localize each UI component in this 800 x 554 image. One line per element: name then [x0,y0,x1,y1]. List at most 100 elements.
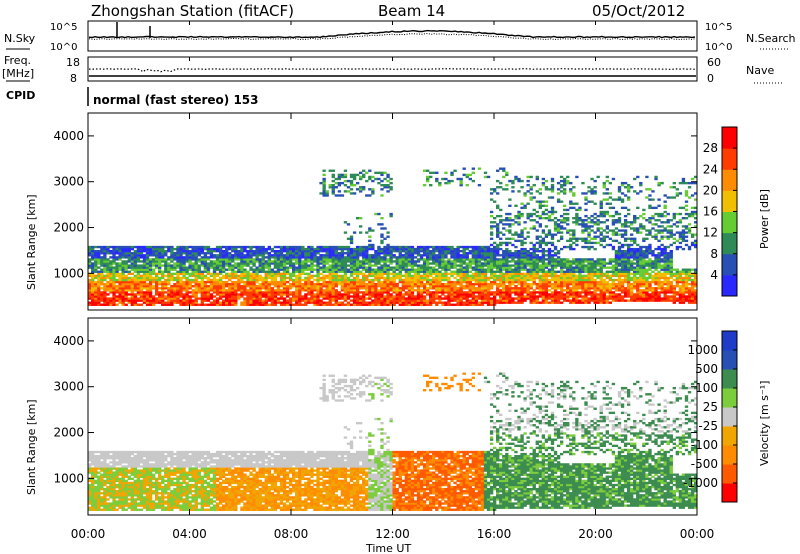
power-cell [88,285,92,288]
power-cell [279,245,284,249]
power-cell [429,258,433,261]
power-cell [538,301,542,304]
power-cell [529,214,533,218]
power-cell [118,272,122,276]
power-cell [270,247,275,251]
power-cell [477,280,482,284]
power-cell [337,247,342,251]
power-cell [578,293,582,296]
power-cell [563,177,567,181]
power-cell [511,276,515,280]
power-cell [438,260,442,263]
power-cell [456,258,460,261]
power-cell [276,274,281,278]
power-cell [243,291,247,294]
power-cell [106,247,110,251]
power-cell [288,262,293,265]
power-cell [185,287,189,290]
power-cell [456,272,460,276]
power-cell [100,278,104,282]
power-cell [145,301,150,304]
power-cell [587,299,591,302]
power-cell [142,282,147,286]
power-cell [477,262,482,265]
power-cell [310,245,314,249]
power-cell [154,245,159,249]
power-cell [133,282,138,286]
power-cell [316,293,320,296]
power-cell [602,214,606,218]
power-cell [444,297,448,300]
power-cell [523,287,527,290]
power-cell [346,179,351,183]
power-cell [292,254,296,257]
power-cell [258,274,262,278]
power-cell [322,181,326,185]
power-cell [505,272,509,276]
power-cell [398,295,402,298]
power-cell [492,262,497,265]
power-cell [477,303,482,306]
power-cell [194,297,198,300]
power-cell [541,297,546,300]
power-cell [91,276,95,280]
power-cell [240,266,244,269]
power-cell [191,295,195,298]
power-cell [438,266,442,269]
power-cell [206,266,211,269]
power-cell [176,299,180,302]
power-cell [148,303,153,306]
power-cell [109,287,113,290]
power-cell [413,247,418,251]
power-cell [419,274,424,278]
power-cell [261,282,265,286]
power-cell [590,280,594,284]
power-cell [505,237,509,240]
power-cell [435,287,439,290]
power-cell [124,262,128,265]
power-cell [581,225,585,228]
power-cell [374,177,378,181]
power-cell [535,200,539,203]
power-cell [483,301,488,304]
power-cell [389,287,393,290]
power-cell [282,270,287,273]
power-cell [264,249,268,253]
power-cell [273,301,278,304]
power-cell [334,299,338,302]
power-cell [593,192,597,195]
power-cell [142,264,147,267]
power-cell [307,256,311,259]
power-cell [215,262,220,265]
power-cell [508,289,512,292]
power-cell [432,295,436,298]
power-cell [614,266,619,269]
power-cell [368,194,372,197]
power-cell [398,258,402,261]
power-cell [444,285,448,288]
power-cell [158,262,162,265]
power-cell [532,295,536,298]
power-cell [276,266,281,269]
power-cell [103,258,107,261]
power-cell [526,235,530,238]
power-cell [352,297,357,300]
power-cell [185,258,189,261]
power-cell [246,280,250,284]
power-cell [556,260,561,263]
power-cell [319,272,323,276]
power-cell [489,303,494,306]
power-cell [103,262,107,265]
power-cell [103,297,107,300]
power-cell [535,272,539,276]
power-cell [118,301,122,304]
power-cell [578,270,582,273]
power-cell [590,241,594,245]
power-cell [200,258,204,261]
power-cell [529,287,533,290]
power-cell [492,297,497,300]
power-cell [231,285,235,288]
power-cell [161,303,165,306]
power-cell [133,289,138,292]
power-cell [191,258,195,261]
